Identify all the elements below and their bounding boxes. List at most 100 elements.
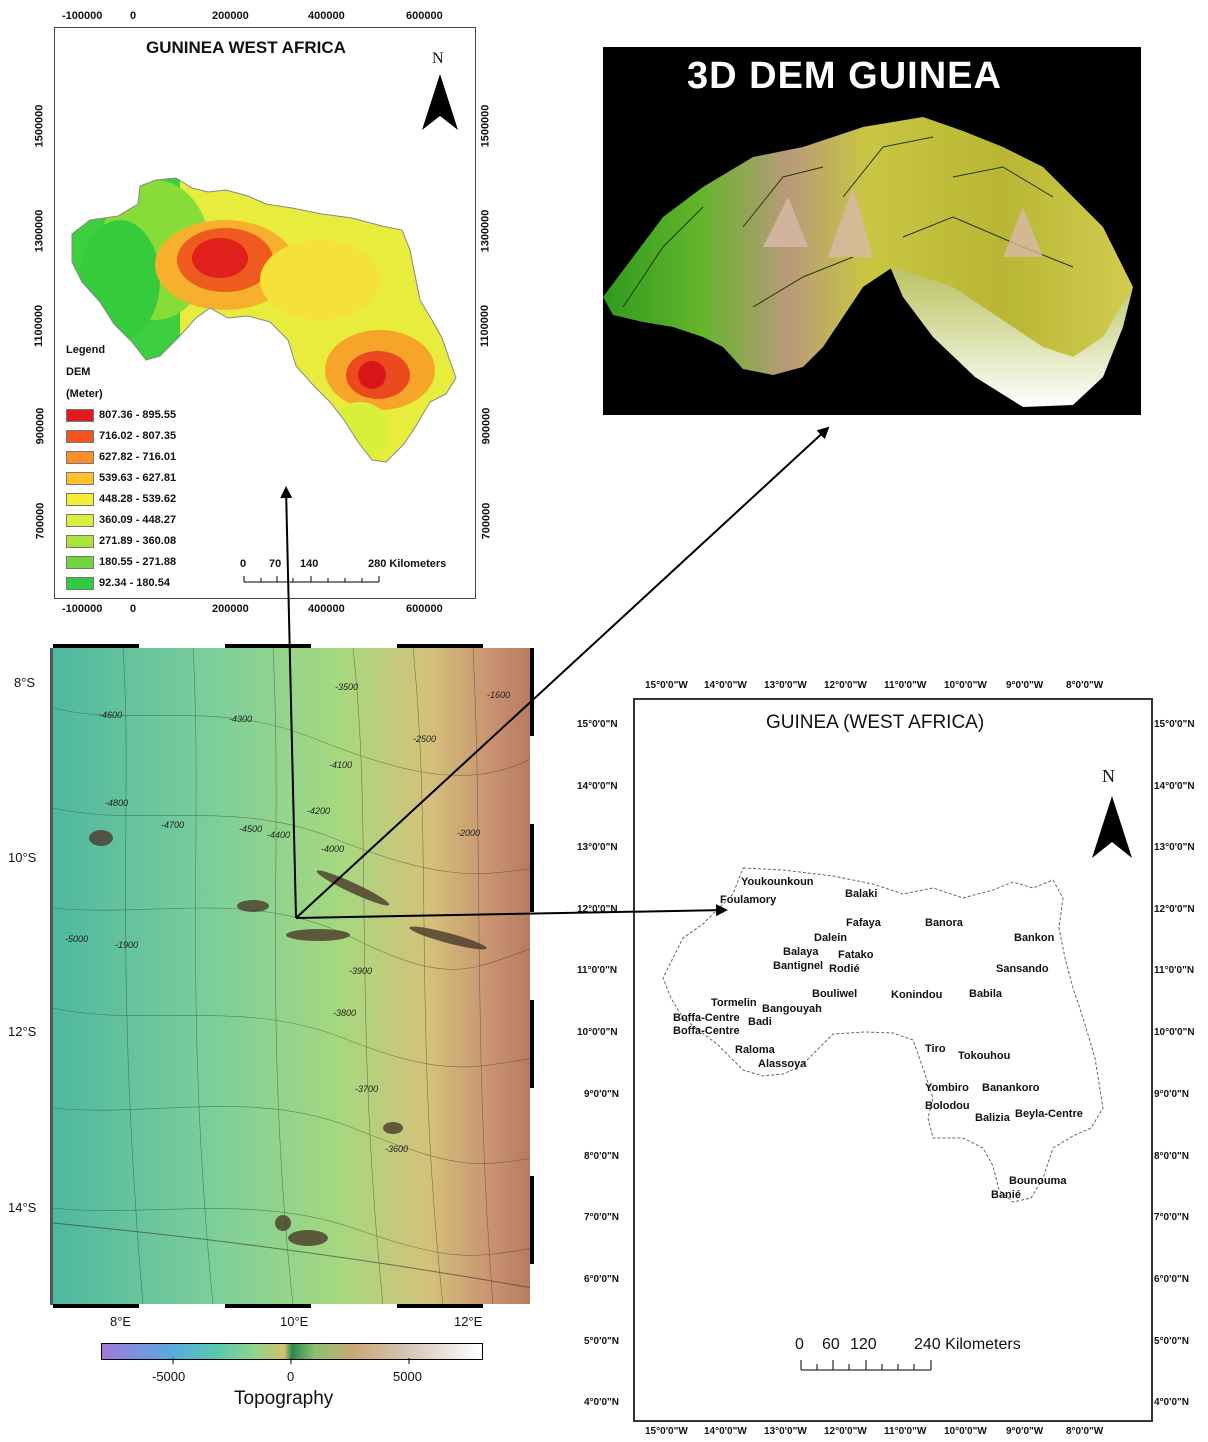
dem-x-tick: 600000	[406, 603, 443, 615]
contour-label: -4200	[307, 806, 331, 816]
town-lon-tick: 10°0'0"W	[944, 1426, 987, 1437]
topo-map: -4600 -4300 -4800 -4700 -4500 -4400 -420…	[53, 648, 533, 1305]
colorbar-tick: 5000	[393, 1369, 422, 1384]
topo-relief	[53, 648, 533, 1305]
contour-label: -4700	[161, 820, 185, 830]
dem-y-tick: 1500000	[479, 104, 492, 148]
town-lon-tick: 9°0'0"W	[1006, 1426, 1044, 1437]
dem-north-arrow-icon	[422, 74, 458, 130]
town-label: Badi	[748, 1016, 772, 1028]
scale-label: 280 Kilometers	[368, 558, 447, 570]
legend-item: 627.82 - 716.01	[66, 450, 176, 464]
town-lat-tick: 14°0'0"N	[577, 781, 618, 792]
town-lon-tick: 10°0'0"W	[944, 680, 987, 691]
town-lon-tick: 9°0'0"W	[1006, 680, 1044, 691]
dem-y-tick: 700000	[34, 502, 47, 540]
topo-colorbar	[101, 1343, 483, 1360]
town-label: Beyla-Centre	[1015, 1108, 1083, 1120]
topo-frame-left	[50, 648, 53, 1305]
dem-north-label: N	[432, 50, 444, 67]
dem-legend-title: Legend	[66, 344, 106, 356]
dem-x-tick: -100000	[62, 603, 103, 615]
town-label: Raloma	[735, 1044, 775, 1056]
town-lat-tick: 6°0'0"N	[1154, 1274, 1190, 1285]
contour-label: -3800	[333, 1008, 357, 1018]
town-label: Babila	[969, 988, 1003, 1000]
contour-label: -4000	[321, 844, 345, 854]
town-lat-tick: 4°0'0"N	[1154, 1397, 1190, 1408]
legend-swatch	[66, 534, 94, 548]
dem-y-tick: 1100000	[33, 304, 46, 348]
town-label: Balaki	[845, 888, 878, 900]
town-lat-tick: 7°0'0"N	[1154, 1212, 1190, 1223]
legend-swatch	[66, 576, 94, 590]
contour-label: -4600	[99, 710, 123, 720]
contour-label: -4400	[267, 830, 291, 840]
scale-label: 140	[300, 558, 319, 570]
colorbar-ticks	[172, 1358, 410, 1364]
scale-label: 120	[850, 1336, 877, 1353]
dem-x-tick: 0	[130, 10, 137, 22]
town-lon-tick: 8°0'0"W	[1066, 680, 1104, 691]
legend-label: 539.63 - 627.81	[99, 472, 177, 484]
contour-label: -3900	[349, 966, 373, 976]
scale-label: 0	[240, 558, 247, 570]
town-label: Bankon	[1014, 932, 1055, 944]
dem-y-tick: 900000	[480, 407, 493, 445]
legend-item: 716.02 - 807.35	[66, 429, 176, 443]
legend-label: 807.36 - 895.55	[99, 409, 177, 421]
town-label: Rodié	[829, 963, 860, 975]
town-lat-tick: 5°0'0"N	[584, 1336, 620, 1347]
town-label: Bouliwel	[812, 988, 858, 1000]
contour-label: -2000	[457, 828, 481, 838]
legend-item: 807.36 - 895.55	[66, 408, 176, 422]
scale-label: 70	[269, 558, 282, 570]
legend-swatch	[66, 513, 94, 527]
dem-x-tick: 200000	[212, 10, 249, 22]
town-lat-tick: 4°0'0"N	[584, 1397, 620, 1408]
town-label: Sansando	[996, 963, 1049, 975]
town-label: Fatako	[838, 949, 874, 961]
dem-y-tick: 1300000	[33, 209, 46, 253]
topo-lon-tick: 10°E	[280, 1314, 309, 1329]
town-lon-tick: 15°0'0"W	[645, 680, 688, 691]
topo-lat-tick: 8°S	[14, 675, 36, 690]
town-lat-tick: 13°0'0"N	[577, 842, 618, 853]
dem-y-tick: 700000	[480, 502, 493, 540]
town-label: Bangouyah	[762, 1003, 822, 1015]
town-label: Banora	[925, 917, 963, 929]
town-label: Tormelin	[711, 997, 757, 1009]
legend-label: 271.89 - 360.08	[99, 535, 177, 547]
dem-x-tick: 400000	[308, 603, 345, 615]
town-lon-tick: 12°0'0"W	[824, 680, 867, 691]
town-lon-tick: 13°0'0"W	[764, 680, 807, 691]
scale-label: 60	[822, 1336, 840, 1353]
town-label: Alassoya	[758, 1058, 807, 1070]
dem-map-title: GUNINEA WEST AFRICA	[146, 38, 346, 57]
legend-item: 180.55 - 271.88	[66, 555, 176, 569]
dem-x-tick: 0	[130, 603, 137, 615]
dem-scale-bar-graphic	[243, 576, 380, 583]
town-label: Bantignel	[773, 960, 824, 972]
dem-legend-sub2: (Meter)	[66, 388, 103, 400]
colorbar-tick: -5000	[152, 1369, 186, 1384]
legend-swatch	[66, 492, 94, 506]
legend-item: 448.28 - 539.62	[66, 492, 176, 506]
town-label: Foulamory	[720, 894, 777, 906]
town-label: Dalein	[814, 932, 848, 944]
town-lat-tick: 9°0'0"N	[584, 1089, 620, 1100]
guinea-outline	[662, 867, 1104, 1203]
contour-label: -4300	[229, 714, 253, 724]
legend-label: 627.82 - 716.01	[99, 451, 177, 463]
topo-lat-tick: 14°S	[8, 1200, 37, 1215]
town-lat-tick: 11°0'0"N	[577, 965, 618, 976]
town-scale-bar-graphic	[800, 1360, 932, 1371]
contour-label: -3600	[385, 1144, 409, 1154]
contour-label: -4100	[329, 760, 353, 770]
town-label: Balizia	[975, 1112, 1010, 1124]
colorbar-tick: 0	[287, 1369, 295, 1384]
contour-label: -5000	[65, 934, 89, 944]
legend-label: 360.09 - 448.27	[99, 514, 177, 526]
town-lat-tick: 12°0'0"N	[1154, 904, 1195, 915]
legend-label: 92.34 - 180.54	[99, 577, 170, 589]
